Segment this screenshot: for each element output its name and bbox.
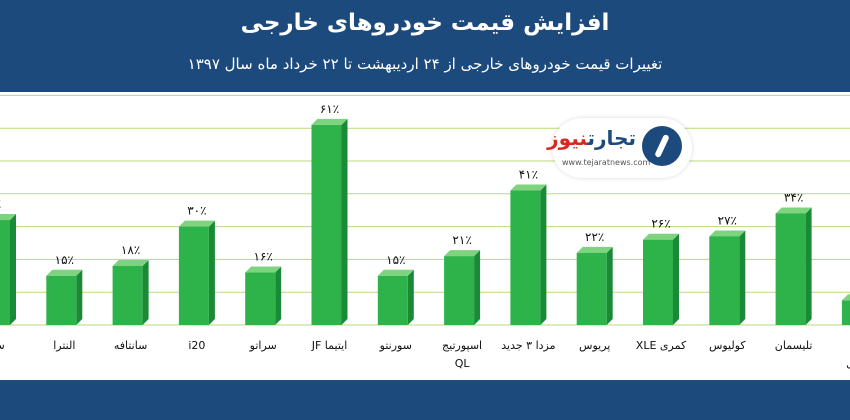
x-tick-label: سورنتو — [379, 339, 412, 352]
x-tick-label: ایتیما JF — [311, 339, 348, 352]
bar-value-label: ۲۶٪ — [651, 217, 670, 231]
bar — [0, 220, 10, 325]
bar-top — [775, 207, 812, 214]
chart-header: افزایش قیمت خودروهای خارجی تغییرات قیمت … — [0, 0, 850, 92]
brand-logo-text-accent: نیوز — [547, 126, 588, 150]
bar-side — [540, 184, 547, 325]
bar — [510, 190, 541, 325]
bar-top — [643, 233, 679, 240]
x-tick-label: تلیسمان — [775, 339, 813, 352]
bar — [444, 256, 475, 325]
bar-top — [444, 250, 481, 257]
bar-top — [841, 294, 850, 301]
brand-logo-url: www.tejaratnews.com — [562, 158, 651, 167]
x-tick-label: سراتو — [249, 339, 277, 352]
brand-logo: تجارتنیوز www.tejaratnews.com — [547, 118, 692, 178]
bar — [775, 213, 806, 325]
bar — [643, 239, 673, 325]
bar — [377, 275, 408, 325]
x-tick-label: QL — [455, 357, 471, 370]
bar-top — [576, 246, 613, 253]
x-tick-label: کمری XLE — [636, 339, 687, 352]
x-tick-label: انسیل — [846, 357, 850, 370]
bar-top — [377, 269, 414, 276]
bar-chart: ٪ س ۱۵٪ النترا ۱۸٪ سانتافه ۳۰٪ i20 ۱۶٪ سراتو ۶۱٪ ای… — [0, 94, 850, 370]
bar-top — [46, 269, 83, 276]
brand-logo-text-main: تجارت — [587, 126, 636, 150]
x-tick-label: اسپورتیج — [442, 339, 482, 352]
bar — [178, 226, 209, 325]
bar-side — [208, 220, 215, 325]
chart-title: افزایش قیمت خودروهای خارجی — [240, 10, 610, 36]
x-tick-label: النترا — [53, 339, 75, 352]
bar — [112, 265, 143, 325]
bar-value-label: ۲۲٪ — [585, 230, 604, 244]
plot-area: ٪ س ۱۵٪ النترا ۱۸٪ سانتافه ۳۰٪ i20 ۱۶٪ سراتو ۶۱٪ ای… — [0, 92, 850, 380]
bar-top — [709, 230, 746, 237]
bar — [46, 275, 77, 325]
brand-logo-text: تجارتنیوز — [547, 126, 636, 150]
bar — [576, 252, 607, 325]
bar-value-label: ۳۴٪ — [784, 190, 803, 204]
bar — [841, 300, 850, 325]
chart-subtitle: تغییرات قیمت خودروهای خارجی از ۲۴ اردیبه… — [187, 55, 663, 73]
bar — [311, 124, 342, 325]
bar-side — [407, 269, 414, 325]
x-tick-label: سانتافه — [114, 339, 147, 352]
brand-logo-icon — [642, 126, 682, 166]
bar-top — [510, 184, 547, 191]
bar-value-label: ۴۱٪ — [519, 168, 538, 182]
bar-value-label: ۱۶٪ — [254, 250, 273, 264]
bar-top — [0, 214, 16, 221]
bar-side — [606, 246, 613, 325]
bar-side — [673, 233, 679, 325]
x-tick-label: i20 — [188, 339, 205, 352]
bar-value-label: ۱۵٪ — [386, 253, 405, 267]
bar-side — [805, 207, 812, 325]
bar-side — [76, 269, 83, 325]
bar-value-label: ۱۵٪ — [55, 253, 74, 267]
bar-value-label: ۱۸٪ — [121, 243, 140, 257]
chart-footer — [0, 380, 850, 420]
bar-top — [311, 118, 348, 125]
bar-value-label: ۶۱٪ — [320, 102, 339, 116]
bar-value-label: ٪ — [0, 197, 1, 211]
bar-value-label: ۲۱٪ — [452, 233, 471, 247]
bar-side — [275, 266, 282, 325]
bar-side — [142, 259, 149, 325]
x-tick-label: پریوس — [579, 339, 610, 352]
bar-value-label: ۲۷٪ — [718, 213, 737, 227]
bar — [245, 272, 276, 325]
x-tick-label: س — [0, 339, 5, 352]
bar-side — [474, 250, 481, 325]
bar-top — [245, 266, 282, 273]
bar-side — [739, 230, 746, 325]
bar-side — [10, 214, 16, 325]
bar-side — [341, 118, 348, 325]
x-tick-label: کولیوس — [709, 339, 746, 352]
x-tick-label: مزدا ۳ جدید — [501, 339, 555, 352]
bar-top — [178, 220, 215, 227]
bar — [709, 236, 740, 325]
bar-top — [112, 259, 149, 266]
bar-value-label: ۳۰٪ — [187, 204, 206, 218]
